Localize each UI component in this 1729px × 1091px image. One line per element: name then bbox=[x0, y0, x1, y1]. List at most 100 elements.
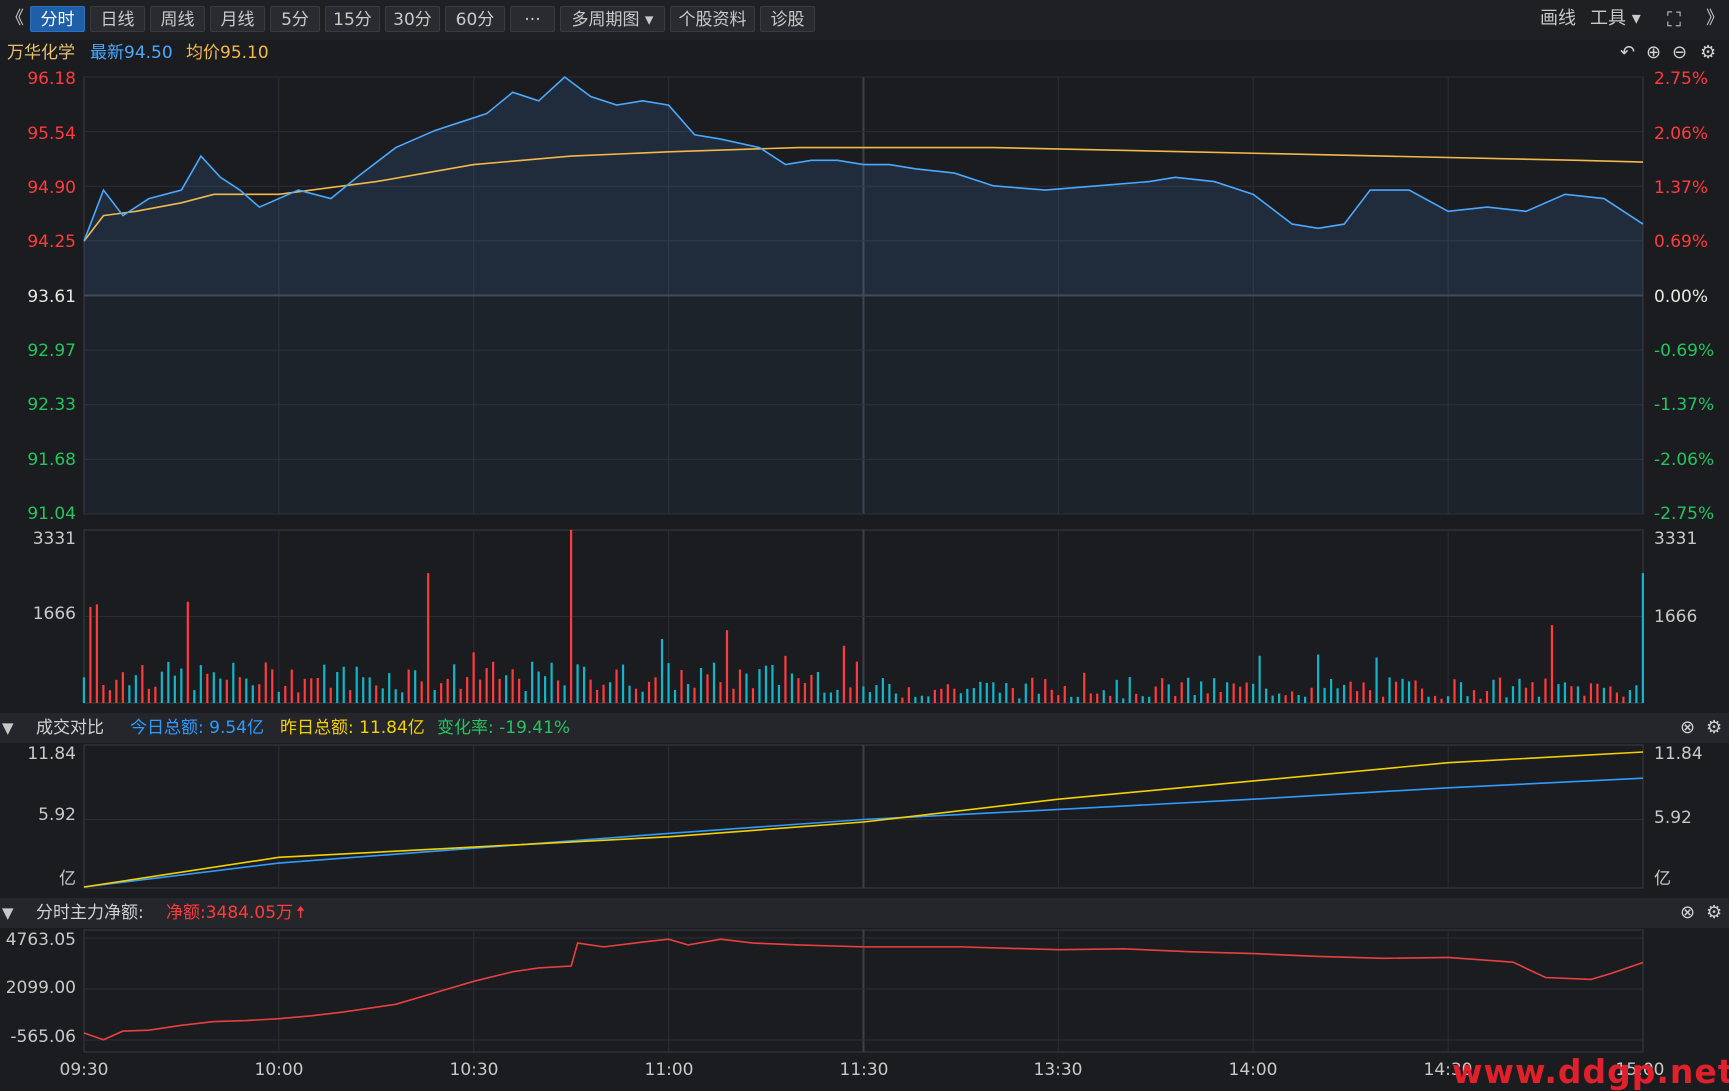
volume-bar bbox=[1381, 696, 1385, 703]
volume-bar bbox=[1511, 686, 1515, 703]
volume-bar bbox=[1362, 682, 1365, 703]
volume-bar bbox=[134, 675, 137, 703]
volume-bar bbox=[193, 690, 196, 703]
volume-bar bbox=[1128, 677, 1131, 703]
settings-gear-icon[interactable]: ⚙ bbox=[1706, 717, 1723, 738]
tab-monthly[interactable]: 月线 bbox=[210, 6, 265, 32]
volume-bar bbox=[1206, 693, 1209, 703]
volume-bar bbox=[1226, 682, 1229, 703]
volume-bar bbox=[1609, 686, 1612, 703]
volume-bar bbox=[1174, 696, 1177, 703]
fullscreen-icon[interactable]: ⛶ bbox=[1667, 7, 1681, 31]
volume-bar bbox=[375, 685, 378, 703]
yesterday-total: 昨日总额: 11.84亿 bbox=[280, 718, 425, 738]
tab-weekly[interactable]: 周线 bbox=[150, 6, 205, 32]
volume-bar bbox=[498, 678, 501, 703]
turnover-tick: 5.92 bbox=[1654, 808, 1692, 828]
volume-tick: 3331 bbox=[32, 529, 76, 549]
volume-bar bbox=[212, 672, 215, 703]
tab-60min[interactable]: 60分 bbox=[445, 6, 505, 32]
tab-15min[interactable]: 15分 bbox=[325, 6, 380, 32]
settings-gear-icon[interactable]: ⚙ bbox=[1706, 902, 1723, 923]
stock-info-bar: 万华化学 最新94.50 均价95.10 ↶ ⊕ ⊖ ⚙ bbox=[0, 40, 1729, 66]
volume-bar bbox=[290, 669, 293, 703]
volume-bar bbox=[479, 679, 482, 703]
more-periods-button[interactable]: ··· bbox=[510, 6, 555, 32]
yesterday-turnover-line bbox=[83, 751, 1644, 888]
volume-bar bbox=[1011, 688, 1014, 703]
volume-bar bbox=[1531, 682, 1534, 703]
volume-bar bbox=[1401, 678, 1404, 703]
volume-bar bbox=[576, 664, 579, 703]
tab-daily[interactable]: 日线 bbox=[90, 6, 145, 32]
volume-bar bbox=[1031, 677, 1034, 703]
flow-tick: 4763.05 bbox=[5, 930, 76, 950]
price-tick: 91.04 bbox=[27, 504, 76, 524]
collapse-triangle-icon[interactable]: ▼ bbox=[2, 904, 14, 922]
volume-bar bbox=[1037, 693, 1040, 703]
volume-bar bbox=[1635, 685, 1638, 703]
volume-bar bbox=[1135, 693, 1138, 703]
volume-bar bbox=[1141, 696, 1144, 703]
volume-tick: 1666 bbox=[32, 604, 76, 624]
zoom-in-icon[interactable]: ⊕ bbox=[1646, 42, 1662, 63]
volume-bar bbox=[1252, 683, 1255, 703]
turnover-tick: 11.84 bbox=[1654, 744, 1703, 764]
tab-30min[interactable]: 30分 bbox=[385, 6, 440, 32]
volume-bar bbox=[751, 688, 755, 703]
volume-bar bbox=[1200, 681, 1203, 703]
undo-icon[interactable]: ↶ bbox=[1620, 42, 1636, 63]
volume-bar bbox=[1278, 693, 1281, 703]
volume-bar bbox=[1323, 687, 1326, 703]
volume-bar bbox=[1505, 697, 1508, 703]
volume-bar bbox=[836, 689, 839, 703]
zoom-out-icon[interactable]: ⊖ bbox=[1672, 42, 1688, 63]
volume-bar bbox=[232, 662, 235, 703]
settings-gear-icon[interactable]: ⚙ bbox=[1700, 42, 1717, 63]
draw-line-button[interactable]: 画线 bbox=[1540, 8, 1576, 29]
collapse-triangle-icon[interactable]: ▼ bbox=[2, 719, 14, 737]
price-tick: 95.54 bbox=[27, 124, 76, 144]
volume-bar bbox=[1368, 690, 1372, 703]
volume-bar bbox=[420, 681, 423, 703]
volume-bar bbox=[1550, 625, 1554, 703]
multi-period-dropdown[interactable]: 多周期图 ▾ bbox=[560, 6, 665, 32]
volume-bar bbox=[1187, 677, 1190, 703]
volume-bar bbox=[1459, 682, 1463, 703]
tools-dropdown[interactable]: 工具 ▾ bbox=[1590, 8, 1641, 29]
volume-bar bbox=[1355, 691, 1359, 703]
volume-bar bbox=[492, 661, 495, 703]
volume-bar bbox=[810, 674, 813, 703]
volume-bar bbox=[1349, 681, 1352, 703]
volume-bar bbox=[173, 675, 176, 703]
diagnose-button[interactable]: 诊股 bbox=[760, 6, 815, 32]
volume-bar bbox=[1057, 695, 1060, 703]
volume-bar bbox=[985, 682, 988, 703]
expand-right-icon[interactable]: 》 bbox=[1706, 8, 1724, 29]
volume-bar bbox=[349, 690, 352, 703]
volume-bar bbox=[1485, 691, 1489, 703]
volume-bar bbox=[453, 664, 456, 703]
collapse-left-icon[interactable]: 《 bbox=[6, 8, 24, 29]
pct-tick: 0.00% bbox=[1654, 287, 1709, 307]
volume-bar bbox=[1317, 654, 1320, 703]
volume-bar bbox=[563, 685, 566, 703]
volume-bar bbox=[1563, 682, 1567, 703]
volume-bar bbox=[108, 690, 111, 703]
volume-bar bbox=[823, 692, 826, 703]
net-flow-line bbox=[83, 938, 1644, 1041]
volume-bar bbox=[1258, 655, 1261, 703]
tab-5min[interactable]: 5分 bbox=[270, 6, 320, 32]
volume-bar bbox=[518, 678, 521, 703]
tab-fenshi[interactable]: 分时 bbox=[30, 6, 85, 32]
volume-bar bbox=[95, 604, 98, 703]
volume-bar bbox=[777, 685, 781, 703]
volume-bar bbox=[329, 687, 332, 703]
close-icon[interactable]: ⊗ bbox=[1680, 902, 1696, 923]
volume-bar bbox=[1628, 690, 1632, 703]
close-icon[interactable]: ⊗ bbox=[1680, 717, 1696, 738]
volume-bar bbox=[1570, 686, 1573, 703]
stock-profile-button[interactable]: 个股资料 bbox=[670, 6, 755, 32]
volume-bar bbox=[1394, 681, 1398, 703]
